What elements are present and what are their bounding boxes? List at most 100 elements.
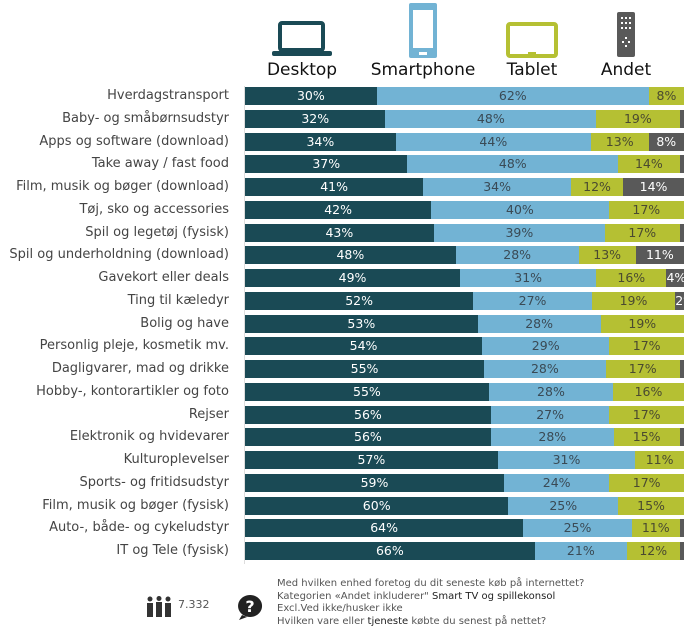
bar-tablet: 13% — [590, 132, 649, 151]
bar-andet: 4% — [666, 269, 684, 287]
bar-desktop: 55% — [245, 382, 489, 401]
data-label: 62% — [498, 88, 527, 103]
data-label: 28% — [503, 247, 532, 263]
bar-desktop: 42% — [245, 200, 432, 219]
data-label: 56% — [354, 429, 382, 445]
bar-andet: 11% — [635, 246, 684, 265]
bar-tablet: 19% — [600, 314, 684, 333]
data-label: 48% — [498, 156, 527, 172]
legend-label: Andet — [600, 60, 652, 80]
data-label: 11% — [645, 452, 674, 467]
bar-desktop: 56% — [245, 405, 491, 424]
data-label: 39% — [505, 224, 534, 240]
category-label: Dagligvarer, mad og drikke — [51, 361, 229, 376]
data-label: 56% — [354, 406, 382, 422]
data-label: 13% — [605, 133, 634, 149]
bar-desktop: 41% — [245, 178, 424, 196]
category-label: Hobby-, kontorartikler og foto — [36, 383, 229, 399]
bar-desktop: 30% — [245, 87, 377, 105]
bar-desktop: 59% — [245, 473, 504, 492]
laptop-icon — [272, 21, 332, 56]
category-label: Film, musik og bøger (fysisk) — [42, 497, 229, 513]
bar-andet: 8% — [648, 132, 684, 151]
question-bubble-icon: ? — [238, 595, 263, 620]
bar-smartphone: 27% — [473, 291, 592, 310]
bar-desktop: 43% — [245, 223, 434, 242]
data-label: 17% — [628, 361, 657, 376]
bar-desktop: 48% — [245, 246, 456, 265]
footnote-question2: Hvilken vare eller tjeneste købte du sen… — [277, 616, 584, 629]
bar-desktop: 53% — [245, 314, 478, 333]
data-label: 28% — [537, 383, 565, 399]
data-label: 42% — [324, 201, 353, 217]
bar-tablet: 17% — [609, 337, 684, 356]
bar-andet — [679, 360, 684, 378]
data-label: 4% — [666, 270, 684, 285]
data-label: 55% — [353, 383, 381, 399]
bar-smartphone: 25% — [523, 519, 632, 538]
legend-desktop: Desktop — [262, 0, 342, 85]
data-label: 16% — [617, 270, 646, 285]
category-label: Gavekort eller deals — [98, 270, 229, 285]
bar-tablet: 15% — [613, 428, 680, 447]
bar-smartphone: 21% — [534, 542, 627, 560]
category-label: Spil og underholdning (download) — [9, 247, 229, 263]
bar-smartphone: 29% — [482, 337, 610, 356]
footnote-text: købte du senest på nettet? — [408, 615, 547, 627]
category-label: Auto-, både- og cykeludstyr — [49, 520, 229, 536]
data-label: 14% — [634, 156, 663, 172]
bar-smartphone: 27% — [490, 405, 610, 424]
bar-desktop: 64% — [245, 519, 524, 538]
data-label: 13% — [593, 247, 622, 263]
footnote-text: tjeneste — [367, 615, 409, 627]
bar-tablet: 19% — [596, 109, 680, 128]
data-label: 14% — [639, 179, 668, 194]
legend-label: Smartphone — [370, 60, 476, 80]
category-label: Rejser — [188, 406, 229, 422]
bar-andet: 2% — [675, 291, 684, 310]
category-label: Sports- og fritidsudstyr — [79, 474, 230, 490]
data-label: 30% — [296, 88, 325, 103]
data-label: 25% — [549, 497, 578, 513]
data-label: 29% — [531, 338, 560, 354]
category-label: Kulturoplevelser — [123, 452, 229, 467]
data-label: 11% — [641, 520, 670, 536]
bar-desktop: 34% — [245, 132, 396, 151]
data-label: 27% — [518, 292, 547, 308]
bar-desktop: 56% — [245, 428, 491, 447]
bar-tablet: 15% — [618, 496, 684, 515]
bar-andet — [679, 428, 684, 447]
data-label: 59% — [360, 474, 389, 490]
category-label: Ting til kæledyr — [127, 292, 229, 308]
data-label: 17% — [632, 338, 661, 354]
category-label: Personlig pleje, kosmetik mv. — [39, 338, 229, 354]
data-label: 57% — [357, 452, 386, 467]
data-label: 28% — [530, 361, 559, 376]
data-label: 17% — [632, 201, 661, 217]
bar-desktop: 49% — [245, 269, 461, 287]
data-label: 16% — [634, 383, 663, 399]
legend-andet: Andet — [596, 0, 656, 85]
bar-smartphone: 24% — [504, 473, 610, 492]
data-label: 66% — [375, 543, 404, 558]
bar-smartphone: 40% — [431, 200, 609, 219]
bar-smartphone: 62% — [376, 87, 649, 105]
data-label: 11% — [645, 247, 674, 263]
bar-desktop: 37% — [245, 155, 408, 174]
bar-tablet: 16% — [613, 382, 684, 401]
data-label: 19% — [619, 292, 648, 308]
data-label: 53% — [347, 315, 376, 331]
legend-label: Tablet — [506, 60, 558, 80]
bar-smartphone: 34% — [423, 178, 571, 196]
bar-smartphone: 39% — [433, 223, 605, 242]
data-label: 34% — [306, 133, 335, 149]
data-label: 41% — [320, 179, 348, 194]
legend-smartphone: Smartphone — [370, 0, 476, 85]
category-label: Film, musik og bøger (download) — [16, 179, 229, 194]
bar-tablet: 17% — [609, 473, 684, 492]
bar-desktop: 52% — [245, 291, 474, 310]
data-label: 12% — [583, 179, 611, 194]
data-label: 40% — [506, 201, 534, 217]
bar-smartphone: 31% — [460, 269, 597, 287]
